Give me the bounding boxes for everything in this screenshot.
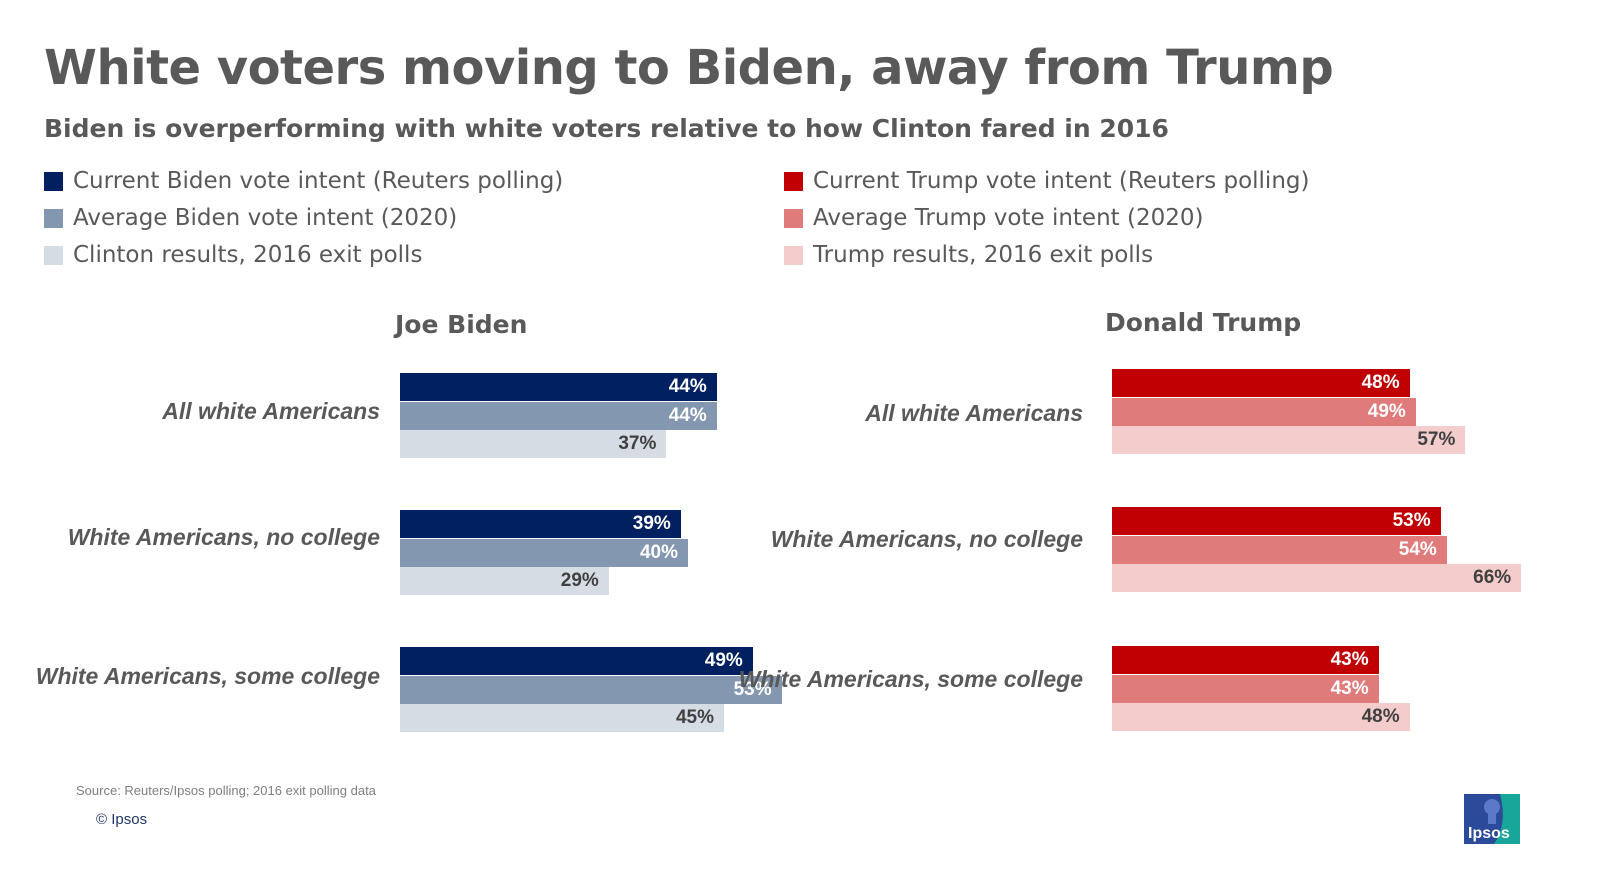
trump-bar: 49% xyxy=(1112,397,1416,426)
legend-item-average-biden: Average Biden vote intent (2020) xyxy=(44,203,457,233)
copyright: © Ipsos xyxy=(96,811,148,828)
legend-item-trump-2016: Trump results, 2016 exit polls xyxy=(784,240,1153,270)
biden-bar: 37% xyxy=(400,430,667,458)
biden-bar: 29% xyxy=(400,567,609,595)
ipsos-logo: Ipsos xyxy=(1464,794,1520,844)
legend-label: Trump results, 2016 exit polls xyxy=(813,242,1154,268)
biden-bar: 53% xyxy=(400,675,782,704)
legend-item-clinton-2016: Clinton results, 2016 exit polls xyxy=(44,240,422,270)
legend-label: Current Biden vote intent (Reuters polli… xyxy=(73,168,564,194)
biden-bar: 40% xyxy=(400,538,688,567)
legend-swatch xyxy=(44,208,63,228)
biden-bar: 39% xyxy=(400,510,681,538)
legend-swatch xyxy=(44,245,63,265)
legend-item-average-trump: Average Trump vote intent (2020) xyxy=(784,203,1203,233)
legend-label: Average Trump vote intent (2020) xyxy=(813,205,1204,231)
ipsos-logo-text: Ipsos xyxy=(1468,825,1510,842)
legend-swatch xyxy=(784,171,803,191)
chart-title: White voters moving to Biden, away from … xyxy=(44,40,1334,96)
biden-category-label: White Americans, no college xyxy=(67,524,380,550)
biden-category-label: White Americans, some college xyxy=(35,663,380,689)
chart-subtitle: Biden is overperforming with white voter… xyxy=(44,114,1169,143)
trump-bar: 48% xyxy=(1112,369,1410,397)
legend-swatch xyxy=(784,245,803,265)
legend-label: Current Trump vote intent (Reuters polli… xyxy=(813,168,1310,194)
biden-bar: 45% xyxy=(400,704,724,732)
trump-bar: 48% xyxy=(1112,703,1410,731)
biden-panel-title: Joe Biden xyxy=(395,310,528,339)
trump-category-label: White Americans, some college xyxy=(738,666,1083,692)
legend-item-current-trump: Current Trump vote intent (Reuters polli… xyxy=(784,166,1309,196)
trump-bar: 66% xyxy=(1112,564,1522,592)
legend-label: Average Biden vote intent (2020) xyxy=(73,205,458,231)
biden-bar: 44% xyxy=(400,373,717,401)
trump-bar: 43% xyxy=(1112,674,1379,703)
biden-category-label: All white Americans xyxy=(162,398,380,424)
trump-category-label: White Americans, no college xyxy=(770,526,1083,552)
legend-swatch xyxy=(784,208,803,228)
trump-bar: 57% xyxy=(1112,426,1466,454)
trump-bar: 53% xyxy=(1112,507,1441,535)
biden-bar: 49% xyxy=(400,647,753,675)
legend-swatch xyxy=(44,171,63,191)
biden-bar: 44% xyxy=(400,401,717,430)
trump-bar: 43% xyxy=(1112,646,1379,674)
trump-bar: 54% xyxy=(1112,535,1447,564)
legend-label: Clinton results, 2016 exit polls xyxy=(73,242,423,268)
ipsos-logo-mark: Ipsos xyxy=(1464,794,1520,844)
legend-item-current-biden: Current Biden vote intent (Reuters polli… xyxy=(44,166,563,196)
source-note: Source: Reuters/Ipsos polling; 2016 exit… xyxy=(76,783,376,798)
trump-category-label: All white Americans xyxy=(865,400,1083,426)
trump-panel-title: Donald Trump xyxy=(1105,308,1302,337)
